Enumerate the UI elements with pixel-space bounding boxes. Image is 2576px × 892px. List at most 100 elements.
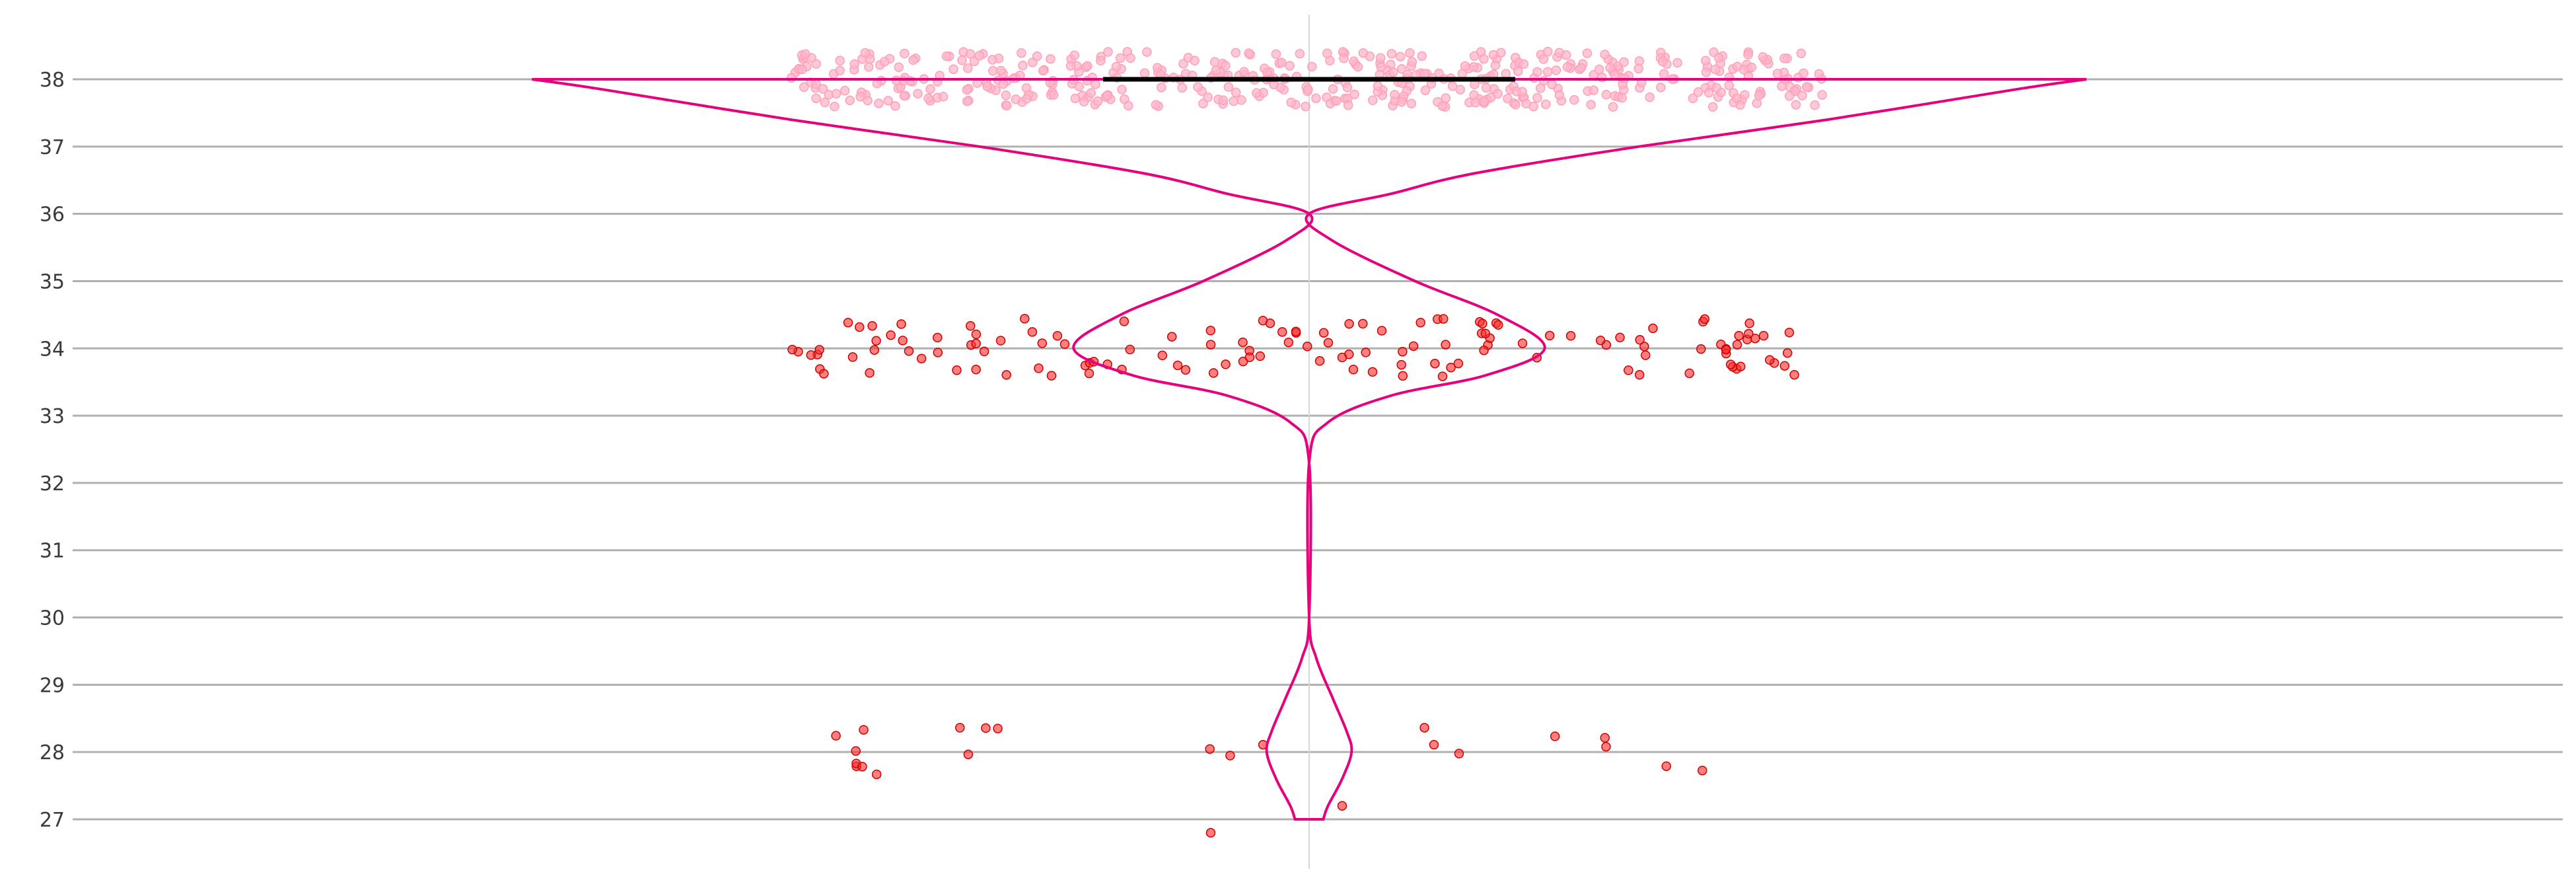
data-point-mid [855,322,865,332]
data-point-top [1791,100,1801,110]
data-point-top [1395,52,1406,61]
data-point-top [1600,50,1610,59]
data-point-top [1295,49,1305,59]
data-point-top [1277,57,1287,68]
data-point-mid [1046,371,1057,381]
data-point-top [1396,64,1407,74]
data-point-top [1701,56,1711,66]
data-point-top [1547,79,1557,90]
data-point-top [1460,61,1470,71]
data-point-mid [971,365,981,375]
data-point-top [1605,63,1615,73]
data-point-top [1496,48,1506,57]
data-point-mid [1059,339,1070,350]
data-point-top [1301,101,1310,112]
data-point-top [1038,65,1048,76]
data-point-top [1779,54,1789,63]
data-point-mid [1001,370,1011,380]
data-point-top [835,56,845,65]
data-point-mid [1699,314,1710,324]
data-point-top [1543,46,1553,57]
data-point-mid [1291,326,1301,336]
data-point-top [1139,68,1150,78]
data-point-top [845,95,855,106]
data-point-top [998,79,1009,89]
data-point-top [1532,67,1542,77]
data-point-mid [1595,335,1606,346]
data-point-mid [1303,342,1312,352]
data-point-top [863,95,873,106]
data-point-top [1190,56,1199,65]
data-point-top [1102,91,1112,100]
data-point-mid [1344,318,1354,329]
data-point-mid [1396,359,1406,370]
data-point-top [962,85,972,95]
data-point-top [1343,100,1353,110]
data-point-top [1711,83,1721,93]
data-point-low [1661,761,1672,771]
data-point-mid [806,350,816,360]
y-tick-label: 30 [40,607,65,630]
data-point-top [1223,82,1234,92]
data-point-outlier [1337,801,1347,811]
data-point-top [1609,69,1620,79]
data-point-top [1481,83,1491,93]
data-point-top [941,51,952,61]
data-point-top [1376,62,1386,72]
data-point-top [849,59,859,69]
data-point-top [811,79,821,89]
data-point-mid [1361,348,1371,357]
data-point-top [1521,98,1531,109]
data-point-top [1493,89,1503,99]
data-point-top [1784,91,1795,101]
data-point-top [1799,68,1808,79]
data-point-low [871,769,882,780]
data-point-mid [1641,350,1651,360]
data-point-top [900,48,910,59]
data-point-top [1239,67,1249,77]
data-point-top [1511,99,1521,110]
data-point-mid [847,352,858,362]
data-point-mid [1446,363,1456,373]
data-point-top [1115,53,1126,63]
data-point-top [1231,48,1241,58]
data-point-top [1796,48,1807,58]
grid-lines [73,78,2563,821]
data-point-mid [1208,368,1219,378]
data-point-top [1814,69,1824,79]
data-point-mid [1283,337,1294,348]
data-point-mid [1408,341,1419,352]
data-point-mid [1052,330,1063,341]
data-point-mid [1480,328,1491,339]
data-point-top [1311,93,1321,103]
data-point-top [1619,57,1629,67]
data-point-mid [1615,332,1625,343]
data-point-top [1218,95,1229,105]
data-point-mid [1377,326,1387,336]
data-point-top [905,76,915,86]
data-point-top [1656,82,1666,93]
data-point-mid [1337,352,1347,363]
data-point-top [1594,64,1604,75]
data-point-mid [1244,352,1255,363]
data-point-top [1519,59,1529,69]
data-point-mid [1323,338,1334,348]
data-point-top [1126,53,1135,63]
data-point-mid [1478,318,1487,328]
data-point-top [1286,97,1297,108]
data-point-top [1657,56,1668,67]
data-point-mid [1172,360,1183,371]
data-point-top [1117,85,1127,94]
data-point-top [831,89,841,99]
data-point-top [938,91,948,102]
data-point-top [1353,61,1363,72]
data-point-mid [1437,371,1448,381]
data-point-top [811,93,821,104]
data-point-top [957,55,967,65]
data-point-top [1303,85,1313,94]
data-point-low [857,761,867,772]
data-point-low [1205,744,1215,754]
data-point-mid [1721,345,1731,355]
data-point-mid [1684,368,1694,379]
data-point-top [1601,90,1612,100]
